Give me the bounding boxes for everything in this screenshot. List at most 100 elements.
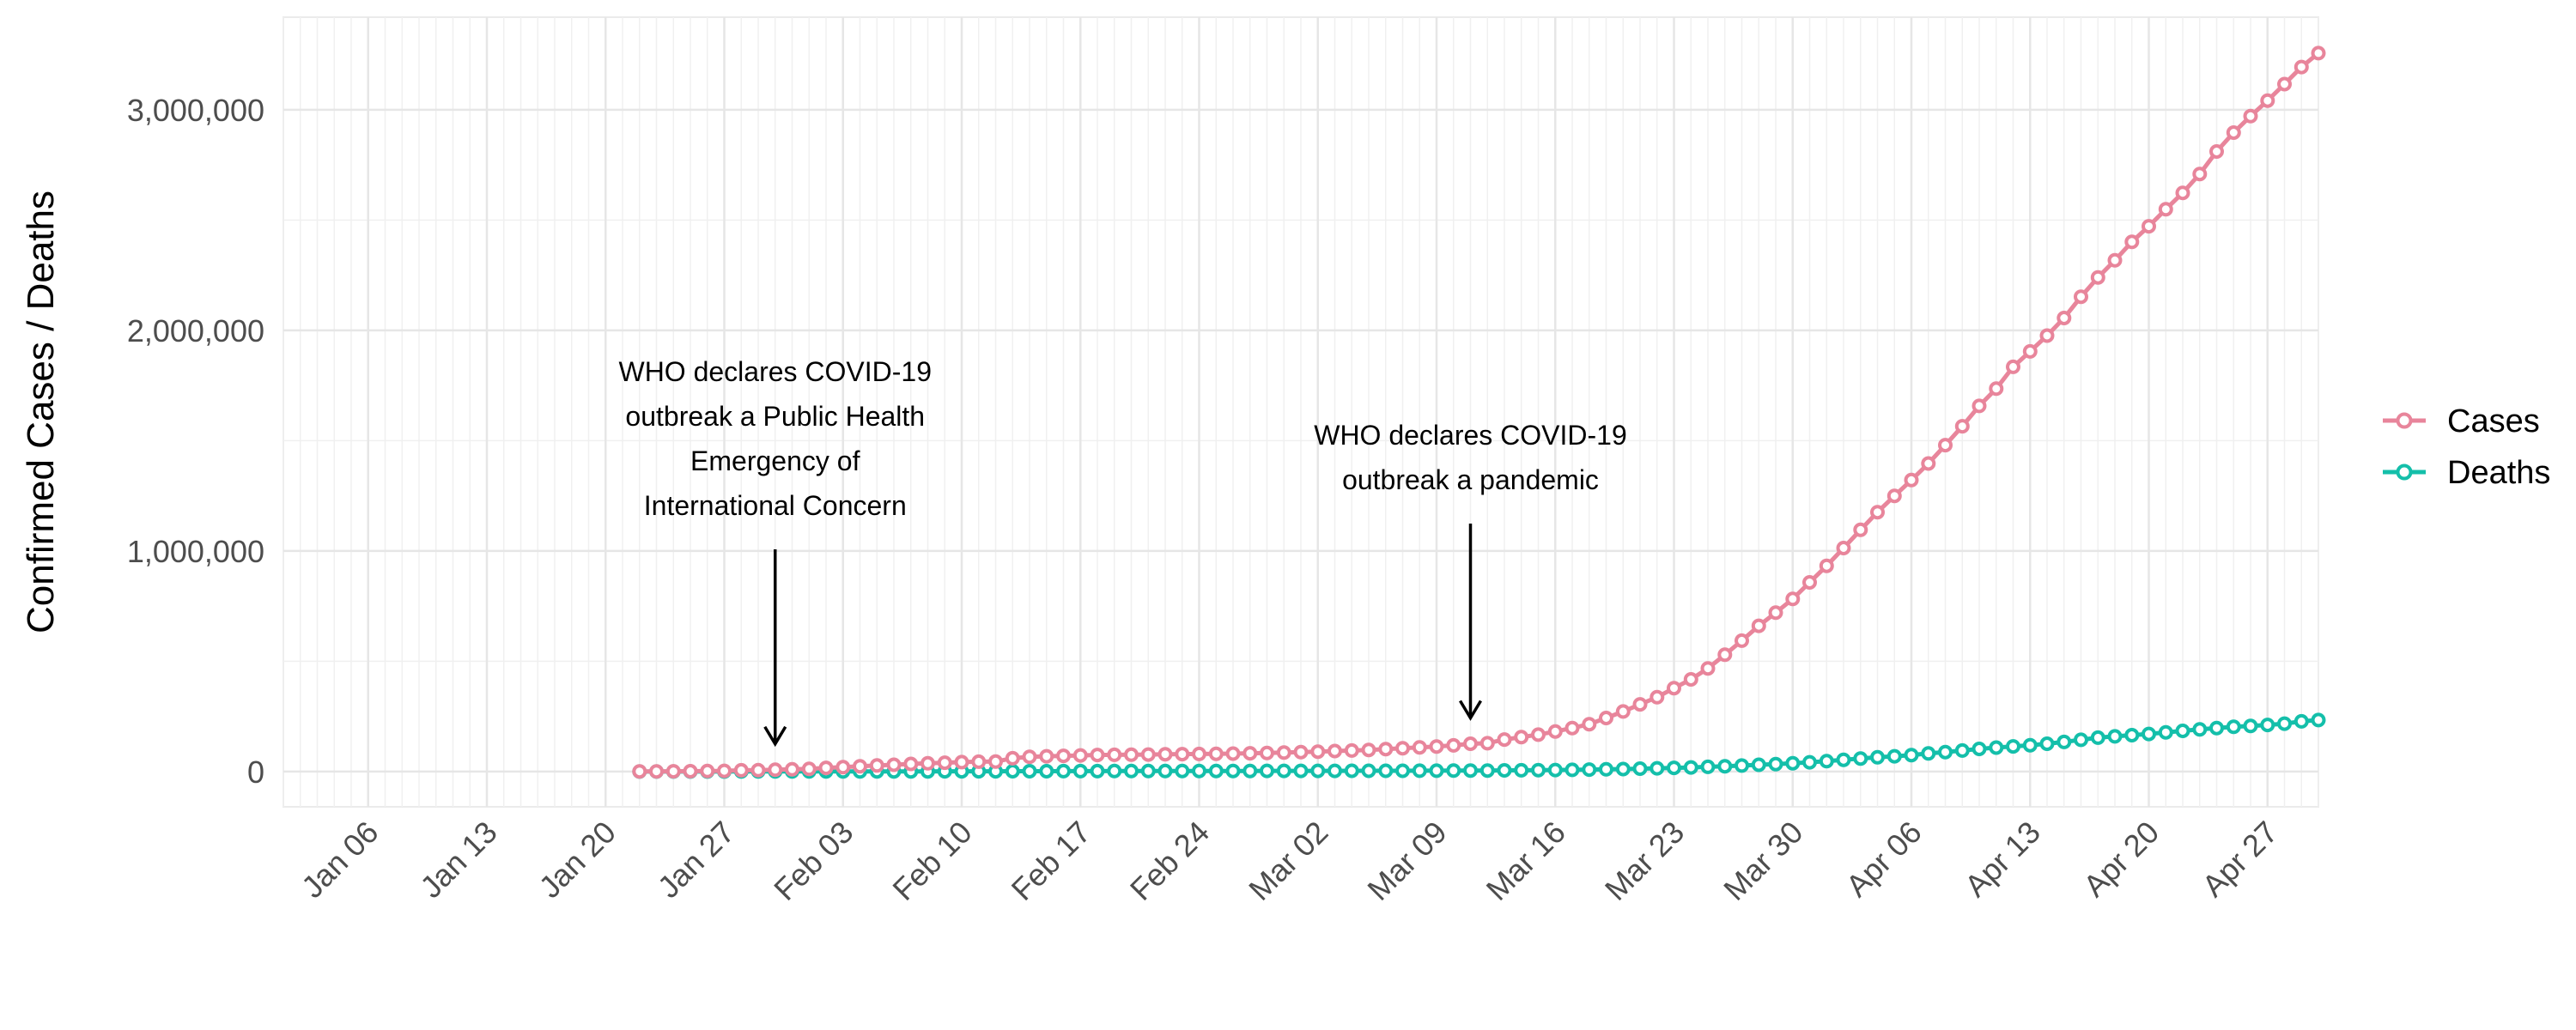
data-point-deaths <box>1615 761 1631 777</box>
data-point-deaths <box>2074 732 2088 748</box>
x-tick-label: Jan 06 <box>295 815 385 905</box>
data-point-cases <box>1615 704 1631 719</box>
grid <box>283 16 2319 808</box>
data-point-deaths <box>1582 762 1597 778</box>
data-point-cases <box>954 754 969 770</box>
data-point-deaths <box>1327 763 1342 779</box>
data-point-cases <box>1547 724 1563 739</box>
data-point-cases <box>2293 59 2309 75</box>
data-point-cases <box>1192 746 1206 761</box>
data-point-deaths <box>1225 763 1241 779</box>
data-point-deaths <box>2022 737 2038 753</box>
data-point-cases <box>2124 234 2140 250</box>
x-tick-label: Feb 17 <box>1005 815 1097 907</box>
data-point-deaths <box>2226 719 2241 735</box>
ticks-layer: Jan 06 Jan 13 Jan 20 Jan 27 Feb 03 Feb 10 Feb … <box>127 93 2285 907</box>
data-point-deaths <box>1429 763 1444 779</box>
data-point-cases <box>2022 343 2038 359</box>
data-point-deaths <box>1192 763 1206 779</box>
data-point-cases <box>1751 618 1766 633</box>
data-point-cases <box>1395 741 1410 756</box>
data-point-cases <box>835 760 851 775</box>
data-point-cases <box>818 760 834 776</box>
data-point-deaths <box>2142 726 2156 742</box>
data-point-cases <box>1090 748 1105 763</box>
data-point-deaths <box>1140 763 1156 779</box>
data-point-cases <box>1429 739 1444 754</box>
data-point-cases <box>1022 749 1037 765</box>
data-point-deaths <box>1599 761 1613 777</box>
data-point-cases <box>1276 745 1291 760</box>
data-point-cases <box>1717 647 1733 663</box>
x-tick-label: Mar 16 <box>1479 815 1572 907</box>
data-point-deaths <box>1853 751 1868 766</box>
data-point-cases <box>1056 748 1071 764</box>
x-tick-label: Apr 06 <box>1839 815 1929 904</box>
x-tick-label: Feb 03 <box>767 815 860 907</box>
x-tick-label: Mar 30 <box>1716 815 1809 907</box>
data-point-cases <box>649 764 664 779</box>
data-point-deaths <box>1497 763 1512 778</box>
data-point-deaths <box>1395 763 1410 779</box>
data-point-cases <box>853 759 867 774</box>
data-point-deaths <box>1124 763 1139 779</box>
data-point-cases <box>1836 541 1851 555</box>
data-point-deaths <box>1107 763 1122 779</box>
data-point-cases <box>988 754 1003 769</box>
data-point-cases <box>1870 505 1885 520</box>
data-point-cases <box>768 762 783 778</box>
x-tick-label: Jan 20 <box>532 815 622 905</box>
x-tick-label: Jan 27 <box>651 815 741 905</box>
series-line-cases <box>639 51 2320 774</box>
data-point-cases <box>2006 359 2020 374</box>
data-point-deaths <box>1938 744 1953 760</box>
data-point-cases <box>1107 747 1122 762</box>
data-point-deaths <box>2243 718 2258 734</box>
data-point-cases <box>1667 681 1681 696</box>
data-point-cases <box>1785 591 1801 607</box>
data-point-deaths <box>2124 728 2140 742</box>
data-point-deaths <box>2039 736 2055 751</box>
data-point-cases <box>1599 711 1613 725</box>
data-point-deaths <box>1157 763 1173 779</box>
data-point-deaths <box>1446 763 1461 779</box>
data-point-deaths <box>1564 762 1580 778</box>
legend-key-point <box>2396 412 2413 429</box>
data-point-deaths <box>1819 754 1834 769</box>
data-point-cases <box>1886 488 1902 504</box>
data-point-deaths <box>2158 724 2173 740</box>
data-point-cases <box>2226 125 2241 140</box>
data-point-deaths <box>1547 762 1563 778</box>
data-point-deaths <box>1735 758 1749 773</box>
annotations-layer: WHO declares COVID-19 outbreak a Public H… <box>618 356 1627 748</box>
annotation-1: WHO declares COVID-19 outbreak a Public H… <box>618 356 932 748</box>
data-point-deaths <box>2107 729 2123 744</box>
data-point-deaths <box>1022 764 1037 779</box>
data-point-cases <box>971 754 987 769</box>
data-point-cases <box>1632 697 1648 712</box>
y-tick-label: 3,000,000 <box>127 93 264 128</box>
x-tick-label: Mar 09 <box>1360 815 1453 907</box>
annotation-text-line: outbreak a pandemic <box>1342 464 1599 495</box>
data-point-deaths <box>2006 739 2020 754</box>
data-point-cases <box>632 764 647 779</box>
data-point-deaths <box>1836 752 1851 767</box>
data-point-deaths <box>1700 759 1716 774</box>
data-point-deaths <box>2175 724 2190 738</box>
data-point-cases <box>1904 472 1919 488</box>
data-point-deaths <box>1683 760 1698 775</box>
series-line-deaths <box>639 718 2319 774</box>
x-tick-label: Jan 13 <box>413 815 503 905</box>
data-point-cases <box>785 761 799 777</box>
data-point-deaths <box>1056 763 1071 779</box>
data-point-cases <box>750 762 766 778</box>
legend-item-deaths: Deaths <box>2383 455 2550 491</box>
data-point-cases <box>1971 398 1987 414</box>
data-point-cases <box>1768 605 1783 621</box>
data-point-cases <box>665 764 681 779</box>
data-point-cases <box>869 758 884 773</box>
annotation-text-line: International Concern <box>644 490 907 521</box>
annotation-text-line: Emergency of <box>690 445 860 476</box>
y-tick-label: 0 <box>247 754 264 790</box>
data-point-deaths <box>1954 742 1970 758</box>
